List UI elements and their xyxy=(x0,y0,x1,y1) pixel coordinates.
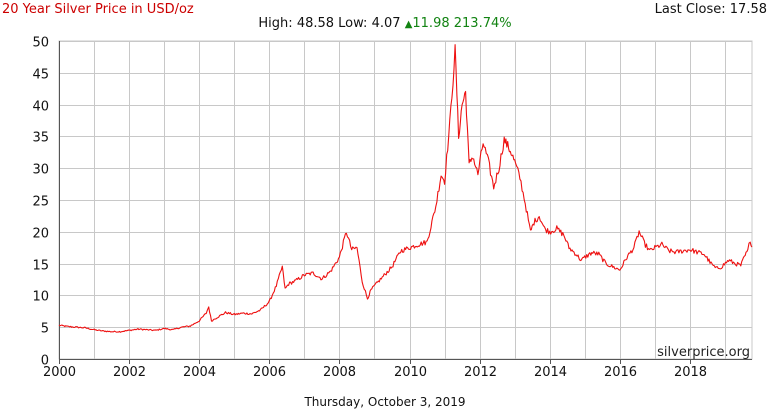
high-value: 48.58 xyxy=(296,16,335,31)
y-tick-label: 40 xyxy=(32,100,49,115)
y-tick-label: 20 xyxy=(32,227,49,242)
chart-date: Thursday, October 3, 2019 xyxy=(304,395,466,409)
change-value: 11.98 xyxy=(412,16,450,31)
change-percent: 213.74% xyxy=(453,16,512,31)
price-line xyxy=(58,44,753,333)
x-tick-label: 2008 xyxy=(323,365,356,380)
last-close: Last Close: 17.58 xyxy=(655,2,767,17)
y-tick-label: 50 xyxy=(32,36,49,51)
watermark: silverprice.org xyxy=(657,345,750,360)
low-value: 4.07 xyxy=(371,16,401,31)
chart-ticks: 0 5 10 15 20 25 30 35 40 45 50 2000 2002 2004 2006 2008… xyxy=(32,36,707,381)
x-tick-label: 2014 xyxy=(534,365,567,380)
x-tick-label: 2012 xyxy=(464,365,497,380)
y-tick-label: 25 xyxy=(32,195,49,210)
y-tick-label: 30 xyxy=(32,163,49,178)
x-tick-label: 2006 xyxy=(253,365,286,380)
x-tick-label: 2004 xyxy=(183,365,216,380)
x-tick-label: 2002 xyxy=(113,365,146,380)
chart-grid xyxy=(58,40,753,360)
low-label: Low: xyxy=(338,16,368,31)
last-close-value: 17.58 xyxy=(729,2,767,17)
chart-axes xyxy=(59,41,752,364)
y-tick-label: 45 xyxy=(32,68,49,83)
y-tick-label: 5 xyxy=(41,322,49,337)
up-triangle-icon: ▲ xyxy=(404,19,413,30)
y-tick-label: 35 xyxy=(32,131,49,146)
y-tick-label: 10 xyxy=(32,290,49,305)
last-close-label: Last Close: xyxy=(654,2,726,17)
y-tick-label: 0 xyxy=(41,354,49,369)
chart-series xyxy=(58,44,753,333)
x-tick-label: 2000 xyxy=(43,365,76,380)
x-tick-label: 2018 xyxy=(674,365,707,380)
y-tick-label: 15 xyxy=(32,259,49,274)
price-stats: High: 48.58 Low: 4.07 ▲11.98 213.74% xyxy=(0,16,770,31)
high-label: High: xyxy=(258,16,293,31)
x-tick-label: 2016 xyxy=(604,365,637,380)
chart-title: 20 Year Silver Price in USD/oz xyxy=(2,2,194,17)
x-tick-label: 2010 xyxy=(394,365,427,380)
